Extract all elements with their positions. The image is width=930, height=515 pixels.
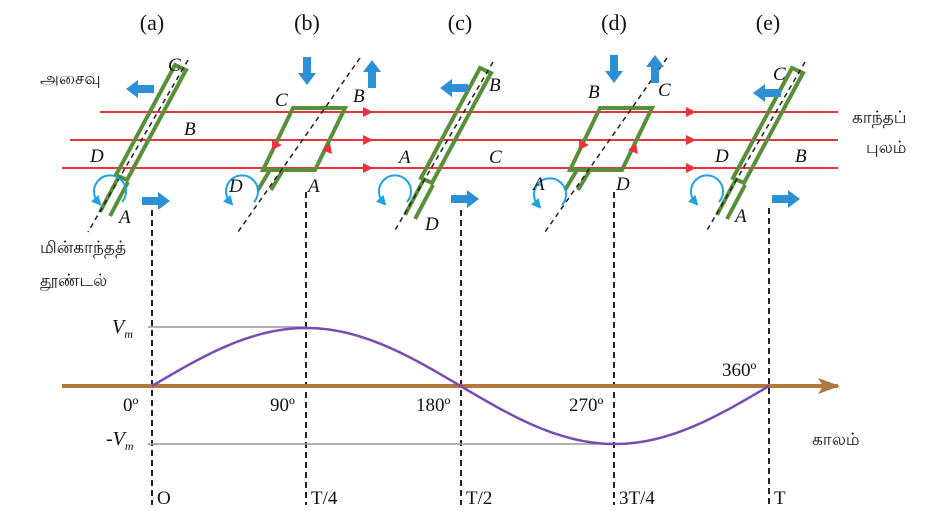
- rotation-arrow-icon-e: [687, 174, 724, 206]
- time-label-t: T: [774, 488, 786, 509]
- coil-panel-c: B A C D: [375, 61, 502, 235]
- panel-label-d: (d): [601, 10, 627, 35]
- motion-arrow-up-icon: [363, 60, 381, 88]
- reference-lines: [151, 192, 770, 505]
- motion-arrow-right-icon: [142, 192, 170, 210]
- corner-d-c: D: [424, 214, 439, 235]
- motion-arrow-down-icon-d: [605, 55, 623, 83]
- corner-b-b: B: [353, 86, 365, 107]
- motion-arrow-right-icon-e: [772, 190, 800, 208]
- emf-label-line1: மின்காந்தத்: [40, 238, 126, 258]
- rotation-arrow-icon-b: [222, 174, 259, 206]
- coil-panel-a: C B D A: [87, 55, 196, 233]
- rotation-arrow-icon-c: [375, 174, 412, 206]
- corner-a-a: A: [117, 207, 131, 228]
- coil-panel-b: C B D A: [222, 57, 381, 233]
- panel-label-b: (b): [294, 10, 320, 35]
- corner-c-b: C: [275, 90, 288, 111]
- corner-a-c: A: [397, 147, 411, 168]
- angle-label-360: 360º: [722, 360, 757, 381]
- coil-panel-e: C D B A: [687, 61, 807, 233]
- motion-arrow-down-icon: [298, 57, 316, 85]
- corner-d-d: D: [615, 174, 630, 195]
- corner-b-d: B: [588, 82, 600, 103]
- angle-label-90: 90º: [270, 395, 295, 416]
- motion-label: அசைவு: [40, 69, 101, 89]
- corner-c-c: C: [489, 147, 502, 168]
- motion-arrow-left-icon: [126, 80, 154, 98]
- time-label-t2: T/2: [466, 488, 492, 509]
- corner-d-b: D: [228, 176, 243, 197]
- field-label-line2: புலம்: [866, 138, 906, 158]
- panel-label-e: (e): [756, 10, 780, 35]
- corner-d-a: D: [89, 146, 104, 167]
- field-label-line1: காந்தப்: [852, 108, 906, 128]
- vm-label: Vm: [112, 316, 133, 341]
- corner-c-a: C: [168, 55, 181, 76]
- corner-c-e: C: [773, 64, 786, 85]
- corner-b-e: B: [795, 146, 807, 167]
- corner-c-d: C: [658, 80, 671, 101]
- coil-panel-d: B C A D: [530, 55, 671, 233]
- angle-label-270: 270º: [569, 395, 604, 416]
- corner-a-e: A: [733, 206, 747, 227]
- emf-sine-wave: [151, 326, 770, 446]
- angle-label-0: 0º: [123, 395, 139, 416]
- angle-label-180: 180º: [416, 395, 451, 416]
- time-label-0: O: [157, 488, 171, 509]
- emf-label-line2: தூண்டல்: [40, 271, 107, 291]
- rotation-arrow-icon: [90, 174, 127, 206]
- corner-b-c: B: [489, 75, 501, 96]
- corner-d-e: D: [714, 146, 729, 167]
- neg-vm-label: -Vm: [106, 428, 134, 453]
- panel-label-a: (a): [140, 10, 164, 35]
- motion-arrow-right-icon-c: [451, 190, 479, 208]
- time-axis-label: காலம்: [812, 430, 860, 450]
- panel-label-c: (c): [448, 10, 472, 35]
- rotation-arrow-icon-d: [530, 177, 567, 209]
- corner-b-a: B: [184, 119, 196, 140]
- motion-arrow-up-icon-d: [646, 55, 664, 83]
- corner-a-b: A: [306, 176, 320, 197]
- time-label-3t4: 3T/4: [619, 488, 655, 509]
- time-label-t4: T/4: [311, 488, 338, 509]
- corner-a-d: A: [531, 174, 545, 195]
